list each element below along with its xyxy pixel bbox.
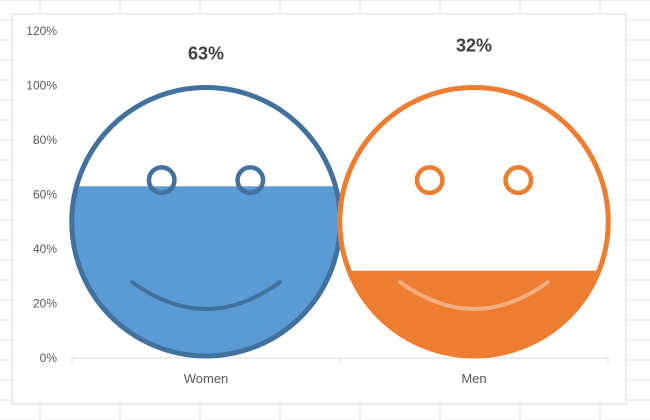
eye-left-icon [146, 165, 177, 196]
x-axis: Women Men [71, 357, 609, 386]
eye-right-icon [235, 165, 266, 196]
y-axis: 0% 20% 40% 60% 80% 100% 120% [26, 24, 57, 365]
face-men[interactable] [335, 85, 614, 364]
data-label: 32% [456, 36, 492, 56]
y-tick-label: 40% [33, 242, 57, 256]
y-tick-label: 20% [33, 297, 57, 311]
y-tick-label: 100% [26, 79, 57, 93]
y-tick-label: 0% [40, 351, 58, 365]
x-category-label: Men [461, 371, 486, 386]
data-labels: 63% 32% [188, 36, 492, 64]
data-label: 63% [188, 44, 224, 64]
y-tick-label: 120% [26, 24, 57, 38]
mouth-smile-icon [398, 280, 550, 312]
eye-left-icon [414, 165, 445, 196]
eye-right-icon [503, 165, 534, 196]
y-tick-label: 80% [33, 133, 57, 147]
face-outline [337, 85, 611, 359]
x-category-label: Women [184, 371, 229, 386]
plot-area [69, 85, 614, 364]
y-tick-label: 60% [33, 188, 57, 202]
mouth-smile-icon [130, 280, 282, 312]
